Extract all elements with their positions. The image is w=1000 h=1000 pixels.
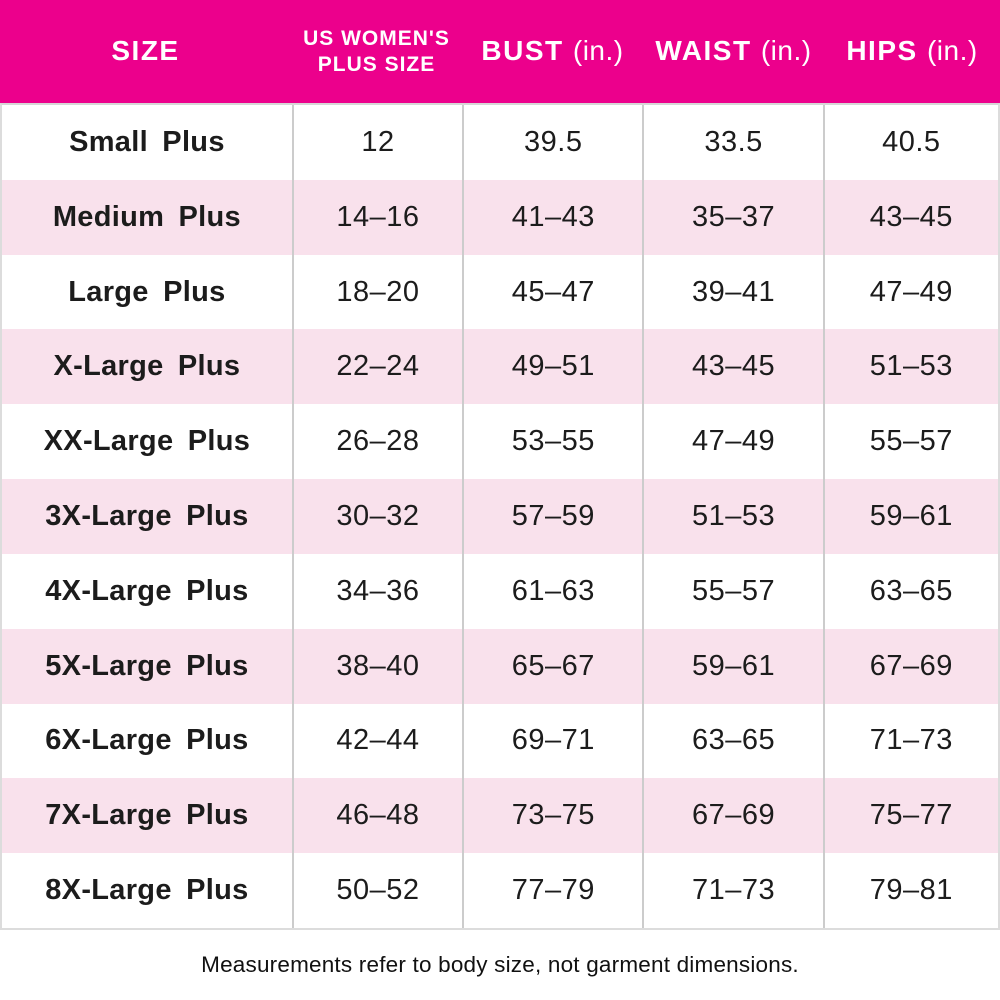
footer-area: Measurements refer to body size, not gar…	[0, 930, 1000, 1000]
hips-cell: 51–53	[822, 329, 998, 405]
waist-cell: 43–45	[642, 329, 822, 405]
unit-label: (in.)	[760, 35, 812, 67]
waist-cell: 63–65	[642, 703, 822, 779]
table-row-large-plus: Large Plus 18–20 45–47 39–41 47–49	[2, 254, 998, 330]
hips-cell: 55–57	[822, 404, 998, 480]
us-size-cell: 12	[291, 105, 462, 180]
hips-cell: 40.5	[822, 105, 998, 180]
us-size-cell: 34–36	[291, 553, 462, 629]
unit-label: (in.)	[572, 35, 624, 67]
hips-cell: 79–81	[822, 853, 998, 928]
us-size-cell: 30–32	[291, 479, 462, 554]
bust-cell: 49–51	[462, 329, 642, 405]
us-size-cell: 42–44	[291, 703, 462, 779]
hips-cell: 59–61	[822, 479, 998, 554]
size-cell: Medium Plus	[52, 200, 241, 233]
size-cell: Small Plus	[69, 125, 225, 158]
table-row-small-plus: Small Plus 12 39.5 33.5 40.5	[2, 105, 998, 180]
table-row-6x-large-plus: 6X-Large Plus 42–44 69–71 63–65 71–73	[2, 703, 998, 779]
waist-cell: 35–37	[642, 179, 822, 255]
bust-cell: 77–79	[462, 853, 642, 928]
bust-cell: 73–75	[462, 778, 642, 854]
us-size-cell: 38–40	[291, 628, 462, 704]
column-header-label: WAIST (in.)	[655, 35, 812, 67]
bust-cell: 41–43	[462, 179, 642, 255]
waist-cell: 33.5	[642, 105, 822, 180]
table-row-8x-large-plus: 8X-Large Plus 50–52 77–79 71–73 79–81	[2, 853, 998, 928]
size-cell: 4X-Large Plus	[45, 574, 249, 607]
hips-cell: 67–69	[822, 628, 998, 704]
waist-cell: 71–73	[642, 853, 822, 928]
us-size-cell: 18–20	[291, 254, 462, 330]
column-header-size: SIZE	[0, 0, 291, 103]
table-row-3x-large-plus: 3X-Large Plus 30–32 57–59 51–53 59–61	[2, 479, 998, 554]
waist-cell: 51–53	[642, 479, 822, 554]
size-cell: X-Large Plus	[53, 350, 241, 383]
bust-cell: 65–67	[462, 628, 642, 704]
size-cell: 6X-Large Plus	[45, 724, 249, 757]
table-row-medium-plus: Medium Plus 14–16 41–43 35–37 43–45	[2, 179, 998, 255]
bust-cell: 39.5	[462, 105, 642, 180]
bust-cell: 45–47	[462, 254, 642, 330]
column-header-waist: WAIST (in.)	[643, 0, 824, 103]
size-cell: Large Plus	[68, 275, 226, 308]
table-header-row: SIZE US WOMEN'S PLUS SIZE BUST (in.) WAI…	[0, 0, 1000, 103]
column-header-bust: BUST (in.)	[462, 0, 643, 103]
footnote-text: Measurements refer to body size, not gar…	[201, 952, 799, 977]
us-size-cell: 14–16	[291, 179, 462, 255]
us-size-cell: 26–28	[291, 404, 462, 480]
table-row-7x-large-plus: 7X-Large Plus 46–48 73–75 67–69 75–77	[2, 778, 998, 854]
size-cell: 8X-Large Plus	[45, 874, 249, 907]
hips-cell: 47–49	[822, 254, 998, 330]
table-row-x-large-plus: X-Large Plus 22–24 49–51 43–45 51–53	[2, 329, 998, 405]
column-header-label: SIZE	[111, 35, 180, 67]
table-body: Small Plus 12 39.5 33.5 40.5 Medium Plus…	[0, 103, 1000, 930]
size-cell: 3X-Large Plus	[45, 499, 249, 532]
waist-cell: 59–61	[642, 628, 822, 704]
table-row-xx-large-plus: XX-Large Plus 26–28 53–55 47–49 55–57	[2, 404, 998, 480]
us-size-cell: 46–48	[291, 778, 462, 854]
unit-label: (in.)	[926, 35, 978, 67]
column-header-us-plus-size: US WOMEN'S PLUS SIZE	[291, 0, 462, 103]
table-row-4x-large-plus: 4X-Large Plus 34–36 61–63 55–57 63–65	[2, 553, 998, 629]
hips-cell: 75–77	[822, 778, 998, 854]
column-header-label: HIPS (in.)	[846, 35, 978, 67]
column-header-label: BUST (in.)	[481, 35, 624, 67]
bust-cell: 53–55	[462, 404, 642, 480]
hips-cell: 43–45	[822, 179, 998, 255]
us-size-cell: 22–24	[291, 329, 462, 405]
waist-cell: 67–69	[642, 778, 822, 854]
table-row-5x-large-plus: 5X-Large Plus 38–40 65–67 59–61 67–69	[2, 628, 998, 704]
column-header-label-line2: PLUS SIZE	[317, 52, 436, 76]
size-cell: XX-Large Plus	[43, 425, 251, 458]
waist-cell: 39–41	[642, 254, 822, 330]
bust-cell: 61–63	[462, 553, 642, 629]
hips-cell: 63–65	[822, 553, 998, 629]
hips-cell: 71–73	[822, 703, 998, 779]
us-size-cell: 50–52	[291, 853, 462, 928]
column-header-label-line1: US WOMEN'S	[303, 27, 450, 51]
bust-cell: 57–59	[462, 479, 642, 554]
size-cell: 5X-Large Plus	[45, 649, 249, 682]
size-cell: 7X-Large Plus	[45, 799, 249, 832]
column-header-hips: HIPS (in.)	[824, 0, 1000, 103]
waist-cell: 47–49	[642, 404, 822, 480]
bust-cell: 69–71	[462, 703, 642, 779]
waist-cell: 55–57	[642, 553, 822, 629]
